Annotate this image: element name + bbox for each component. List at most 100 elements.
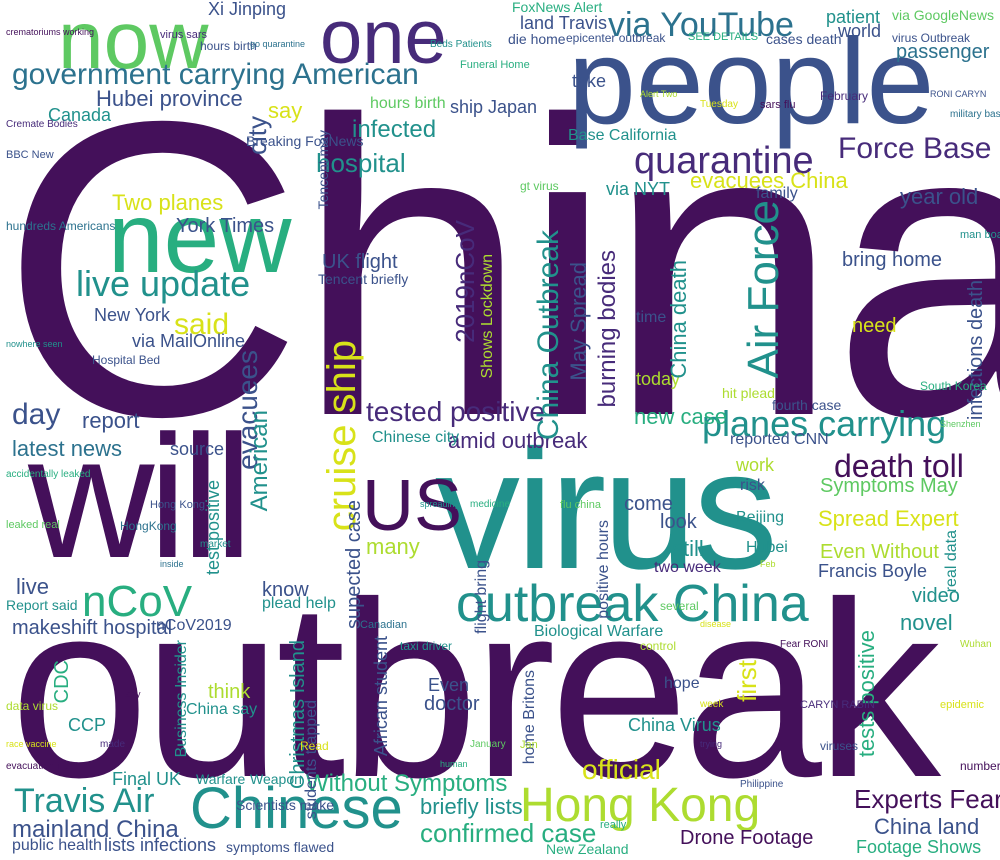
filler-word: market <box>200 539 231 550</box>
word-test-positive: test positive <box>203 480 223 576</box>
word-ncov: nCoV <box>82 577 193 626</box>
filler-word: taxi driver <box>400 639 453 653</box>
filler-word: Shenzhen <box>940 419 981 429</box>
word-tencent-briefly: Tencent briefly <box>318 271 409 287</box>
word-even: Even <box>428 675 470 695</box>
word-china-say: China say <box>186 701 258 718</box>
word-hubei-province: Hubei province <box>96 86 243 111</box>
word-hours-birth: hours birth <box>370 95 446 112</box>
word-biological-warfare: Biological Warfare <box>534 623 664 640</box>
filler-word: race vaccine <box>6 739 57 749</box>
filler-word: trying <box>700 739 723 749</box>
filler-word: BBC New <box>6 149 54 161</box>
word-will: will <box>28 400 253 595</box>
word-positive-hours: positive hours <box>595 520 612 619</box>
filler-word: hours birth <box>200 39 257 53</box>
filler-word: military base <box>950 109 1000 120</box>
filler-word: Wuhan <box>960 639 992 650</box>
word-risk: risk <box>740 477 765 494</box>
word-passenger: passenger <box>896 41 990 63</box>
word-hope: hope <box>664 675 700 692</box>
word-reported-cnn: reported CNN <box>730 431 829 448</box>
word-bring-home: bring home <box>842 249 943 271</box>
filler-word: leaked real <box>6 519 60 531</box>
word-china-death: China death <box>666 260 691 379</box>
filler-word: January <box>470 739 506 750</box>
word-come: come <box>624 493 673 515</box>
word-virus: virus <box>435 415 778 605</box>
word-breaking-foxnews: Breaking FoxNews <box>246 133 364 149</box>
word-canada: Canada <box>48 105 112 125</box>
word-final-uk: Final UK <box>112 769 182 789</box>
word-business-insider: Business Insider <box>173 640 190 758</box>
filler-word: sars flu <box>760 99 796 111</box>
word-infections-death: infections death <box>965 280 987 421</box>
filler-word: really <box>600 819 627 831</box>
filler-word: evacuation flight <box>6 761 79 772</box>
word-report: report <box>82 408 140 433</box>
filler-word: Fear RONI <box>780 639 829 650</box>
word-may-spread: May Spread <box>566 262 591 381</box>
word-students-trapped: students trapped <box>303 700 320 820</box>
word-one: one <box>320 0 447 80</box>
word-city: city <box>242 116 272 155</box>
word-report-said: Report said <box>6 597 78 613</box>
filler-word: made <box>100 739 126 750</box>
word-new: new <box>108 182 292 294</box>
word-new-case: new case <box>634 404 727 429</box>
filler-word: CARYN RABIN <box>800 699 875 711</box>
word-experts-fear: Experts Fear <box>854 784 1000 814</box>
word-francis-boyle: Francis Boyle <box>818 561 928 581</box>
word-death-toll: death toll <box>834 448 964 484</box>
filler-word: gt virus <box>520 179 559 193</box>
word-mainland-china: mainland China <box>12 816 179 843</box>
word-work: work <box>736 455 775 475</box>
filler-word: viruses <box>820 739 859 753</box>
word-china-virus: China Virus <box>628 715 721 735</box>
word-burning-bodies: burning bodies <box>594 250 621 408</box>
word-two-planes: Two planes <box>112 190 224 215</box>
word-tests-positive: tests positive <box>854 630 879 758</box>
word-evacuees-china: evacuees China <box>690 168 848 193</box>
filler-word: week <box>700 699 724 710</box>
filler-word: flu china <box>560 499 601 511</box>
filler-word: go quarantine <box>250 39 306 49</box>
word-world: world <box>838 21 882 41</box>
word-china-outbreak: China Outbreak <box>532 230 565 441</box>
word-xi-jinping: Xi Jinping <box>208 0 287 19</box>
word-family: family <box>756 185 798 202</box>
word-via-googlenews: via GoogleNews <box>892 7 994 23</box>
word-cases-death: cases death <box>766 31 842 47</box>
word-first: first <box>732 660 762 702</box>
word-chinese-city: Chinese city <box>372 429 460 446</box>
word-tested-positive: tested positive <box>366 396 545 427</box>
word-hubei-vertical: Tencent may <box>315 130 331 210</box>
word-symptoms-flawed: symptoms flawed <box>226 839 335 855</box>
filler-word: Canadian <box>360 619 408 631</box>
word-say: say <box>268 98 303 123</box>
filler-word: Funeral Home <box>460 59 530 71</box>
filler-word: medicine <box>470 499 511 510</box>
word-spread-expert: Spread Expert <box>818 506 959 531</box>
word-novel: novel <box>900 610 953 635</box>
word-planes-carrying: planes carrying <box>702 403 947 444</box>
word-footage-shows: Footage Shows <box>856 837 982 857</box>
word-even-without: Even Without <box>820 541 939 563</box>
filler-word: crematoriums working <box>6 27 95 37</box>
word-york-times: York Times <box>176 215 275 237</box>
word-many: many <box>366 534 420 559</box>
word-beijing: Beijing <box>736 509 785 526</box>
word-land-travis: land Travis <box>520 13 608 33</box>
word-hit-plead: hit plead <box>722 385 775 401</box>
word-amid-outbreak: amid outbreak <box>448 428 588 453</box>
word-two-week: two week <box>654 559 721 576</box>
word-cdc: CDC <box>51 660 73 704</box>
word-epicenter-outbreak: epicenter outbreak <box>566 31 666 45</box>
word-drone-footage: Drone Footage <box>680 827 814 849</box>
filler-word: Early <box>120 689 141 699</box>
word-said: said <box>174 308 230 341</box>
filler-word: HongKong <box>120 519 177 533</box>
filler-word: number <box>960 759 1000 773</box>
word-know: know <box>262 579 309 601</box>
